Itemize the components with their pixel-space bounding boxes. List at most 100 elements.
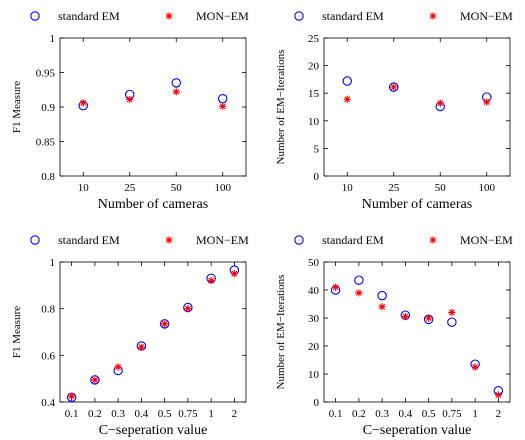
- y-tick-label: 5: [314, 143, 320, 155]
- x-tick-label: 0.5: [422, 408, 436, 420]
- legend-em-marker: [30, 235, 40, 245]
- mon-em-point-2: [355, 289, 363, 297]
- legend-em-marker: [30, 11, 40, 21]
- plot-area-frame: [323, 261, 511, 403]
- y-tick-label: 20: [308, 61, 320, 73]
- mon-em-point-8: [494, 391, 502, 399]
- x-tick-label: 0.2: [352, 408, 366, 420]
- mon-em-point-1: [68, 392, 76, 400]
- em-point-2: [90, 375, 100, 385]
- x-tick-label: 10: [78, 182, 90, 194]
- mon-em-point-5: [161, 320, 169, 328]
- chart-panel-1: 0.8 0.85 0.9 0.95 1 10 25 50 100 Number of camera…: [11, 9, 249, 212]
- x-tick-label: 0.4: [135, 408, 149, 420]
- mon-em-point-3: [114, 363, 122, 371]
- x-axis-label: C−seperation value: [363, 423, 472, 438]
- y-tick-label: 0.85: [36, 137, 56, 149]
- y-axis-label: F1 Measure: [11, 81, 23, 133]
- x-tick-label: 2: [496, 408, 502, 420]
- em-point-2: [354, 275, 364, 285]
- x-tick-label: 1: [472, 408, 478, 420]
- mon-em-point-4: [483, 98, 491, 106]
- legend-em-label: standard EM: [322, 9, 384, 23]
- legend-mon-em-label: MON−EM: [196, 9, 249, 23]
- legend-mon-em-label: MON−EM: [196, 233, 249, 247]
- legend: standard EM MON−EM: [294, 9, 513, 23]
- y-tick-label: 0.95: [36, 68, 56, 80]
- mon-em-point-1: [79, 99, 87, 107]
- y-tick-label: 50: [308, 257, 320, 269]
- mon-em-point-3: [378, 303, 386, 311]
- y-tick-label: 30: [308, 313, 320, 325]
- x-tick-label: 50: [171, 182, 183, 194]
- x-tick-label: 25: [388, 182, 400, 194]
- y-axis-label: Number of EM−Iterations: [275, 50, 287, 165]
- x-tick-label: 0.2: [88, 408, 102, 420]
- em-point-2: [388, 82, 399, 92]
- chart-panel-2: 0 5 10 15 20 25 10 25 50 100 Number of cameras Numb…: [275, 9, 513, 212]
- mon-em-point-7: [207, 277, 215, 285]
- legend-em-label: standard EM: [322, 233, 384, 247]
- y-tick-label: 0.8: [41, 171, 55, 183]
- mon-em-point-4: [219, 102, 227, 110]
- em-point-1: [342, 76, 352, 86]
- mon-em-point-4: [137, 343, 145, 351]
- x-tick-label: 0.3: [111, 408, 125, 420]
- y-tick-label: 40: [308, 285, 320, 297]
- x-axis-label: C−seperation value: [99, 423, 208, 438]
- y-tick-label: 0.6: [41, 350, 55, 362]
- y-tick-label: 0: [314, 171, 320, 183]
- y-tick-label: 25: [308, 33, 320, 45]
- y-tick-label: 10: [308, 116, 320, 128]
- em-point-4: [218, 93, 228, 104]
- plot-area-frame: [323, 37, 511, 177]
- y-tick-label: 0.9: [41, 102, 55, 114]
- x-tick-label: 0.1: [329, 408, 343, 420]
- x-tick-label: 0.75: [178, 408, 198, 420]
- legend-em-marker: [294, 235, 304, 245]
- legend-mon-em-marker: [429, 12, 437, 20]
- mon-em-point-7: [471, 363, 479, 371]
- y-axis-label: F1 Measure: [11, 306, 23, 358]
- chart-panel-4: 0 10 20 30 40 50 0.1 0.2 0.3 0.4 0.5 0.75 1 2 C−sepera…: [275, 233, 513, 438]
- y-tick-label: 15: [308, 88, 320, 100]
- x-axis-label: Number of cameras: [362, 197, 472, 212]
- y-axis-label: Number of EM−Iterations: [275, 275, 287, 390]
- em-point-3: [377, 290, 387, 301]
- x-tick-label: 10: [342, 182, 354, 194]
- mon-em-point-6: [448, 308, 456, 316]
- mon-em-point-2: [390, 83, 398, 91]
- mon-em-point-4: [401, 313, 409, 321]
- legend: standard EM MON−EM: [30, 233, 249, 247]
- legend-em-label: standard EM: [58, 9, 120, 23]
- x-tick-label: 0.1: [65, 408, 79, 420]
- mon-em-point-1: [343, 95, 351, 103]
- plot-area-frame: [59, 37, 247, 177]
- y-tick-label: 10: [308, 369, 320, 381]
- y-tick-label: 1: [50, 257, 56, 269]
- em-point-5: [159, 319, 170, 329]
- x-tick-label: 1: [208, 408, 214, 420]
- legend-mon-em-label: MON−EM: [460, 233, 513, 247]
- x-tick-label: 50: [435, 182, 447, 194]
- legend-mon-em-marker: [429, 236, 437, 244]
- y-tick-label: 0.8: [41, 304, 55, 316]
- mon-em-point-8: [230, 270, 238, 278]
- legend-mon-em-label: MON−EM: [460, 9, 513, 23]
- x-tick-label: 100: [215, 182, 232, 194]
- mon-em-point-1: [332, 283, 340, 291]
- y-tick-label: 1: [50, 33, 56, 45]
- legend: standard EM MON−EM: [30, 9, 249, 23]
- x-tick-label: 25: [124, 182, 136, 194]
- chart-panel-3: 0.4 0.6 0.8 1 0.1 0.2 0.3 0.4 0.5 0.75 1 2 C−seperat…: [11, 233, 249, 438]
- x-tick-label: 0.4: [399, 408, 413, 420]
- y-tick-label: 0: [314, 397, 320, 409]
- legend-em-marker: [294, 11, 304, 21]
- x-axis-label: Number of cameras: [98, 197, 208, 212]
- em-point-6: [447, 317, 457, 327]
- legend-em-label: standard EM: [58, 233, 120, 247]
- legend-mon-em-marker: [165, 12, 173, 20]
- y-tick-label: 0.4: [41, 397, 55, 409]
- legend-mon-em-marker: [165, 236, 173, 244]
